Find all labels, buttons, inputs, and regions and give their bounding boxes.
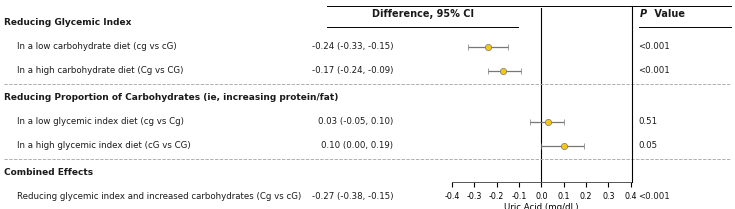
Text: In a high glycemic index diet (cG vs CG): In a high glycemic index diet (cG vs CG) (17, 141, 190, 150)
X-axis label: Uric Acid (mg/dL): Uric Acid (mg/dL) (504, 203, 578, 209)
Text: <0.001: <0.001 (638, 42, 670, 51)
Text: Combined Effects: Combined Effects (4, 168, 93, 177)
Text: In a low carbohydrate diet (cg vs cG): In a low carbohydrate diet (cg vs cG) (17, 42, 176, 51)
Text: Reducing glycemic index and increased carbohydrates (Cg vs cG): Reducing glycemic index and increased ca… (17, 192, 301, 201)
Text: 0.51: 0.51 (638, 117, 657, 126)
Text: <0.001: <0.001 (638, 66, 670, 75)
Text: In a high carbohydrate diet (Cg vs CG): In a high carbohydrate diet (Cg vs CG) (17, 66, 183, 75)
Text: 0.05: 0.05 (638, 141, 657, 150)
Text: -0.24 (-0.33, -0.15): -0.24 (-0.33, -0.15) (312, 42, 393, 51)
Text: In a low glycemic index diet (cg vs Cg): In a low glycemic index diet (cg vs Cg) (17, 117, 184, 126)
Text: Value: Value (651, 9, 685, 19)
Text: -0.27 (-0.38, -0.15): -0.27 (-0.38, -0.15) (312, 192, 393, 201)
Text: P: P (639, 9, 647, 19)
Text: -0.17 (-0.24, -0.09): -0.17 (-0.24, -0.09) (312, 66, 393, 75)
Text: Difference, 95% CI: Difference, 95% CI (372, 9, 473, 19)
Text: <0.001: <0.001 (638, 192, 670, 201)
Text: Reducing Glycemic Index: Reducing Glycemic Index (4, 18, 131, 27)
Text: Reducing Proportion of Carbohydrates (ie, increasing protein/fat): Reducing Proportion of Carbohydrates (ie… (4, 93, 338, 102)
Text: 0.03 (-0.05, 0.10): 0.03 (-0.05, 0.10) (318, 117, 393, 126)
Text: 0.10 (0.00, 0.19): 0.10 (0.00, 0.19) (321, 141, 393, 150)
